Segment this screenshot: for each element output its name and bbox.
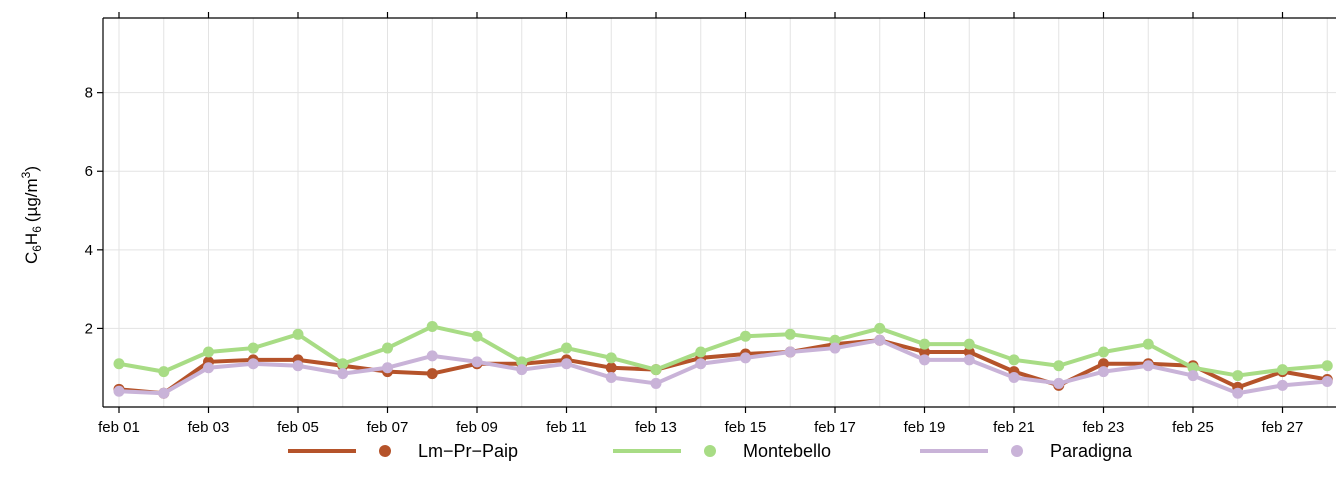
data-point <box>1098 346 1109 358</box>
x-tick-label: feb 15 <box>725 419 767 436</box>
data-point <box>784 346 796 358</box>
data-point <box>1008 372 1020 384</box>
legend: Lm−Pr−Paip Montebello Paradigna <box>288 441 1133 461</box>
data-point <box>650 377 662 389</box>
data-point <box>337 358 349 370</box>
x-tick-label: feb 09 <box>456 419 498 436</box>
data-point <box>247 342 259 354</box>
data-point <box>471 356 483 368</box>
data-point <box>829 334 841 346</box>
data-point <box>740 352 751 364</box>
x-tick-label: feb 17 <box>814 419 856 436</box>
data-point <box>650 364 662 376</box>
y-tick-label: 2 <box>85 320 93 337</box>
legend-dot <box>704 445 716 457</box>
data-point <box>1053 377 1065 389</box>
data-point <box>426 350 438 362</box>
y-axis-title: C6H6(µg/m3) <box>19 166 44 264</box>
x-tick-label: feb 23 <box>1083 419 1125 436</box>
data-point <box>158 387 170 399</box>
x-tick-label: feb 03 <box>188 419 230 436</box>
data-point <box>203 346 214 358</box>
data-point <box>740 330 751 342</box>
data-point <box>203 362 214 374</box>
data-point <box>292 360 304 372</box>
x-tick-label: feb 25 <box>1172 419 1214 436</box>
data-point <box>605 362 617 374</box>
legend-label: Montebello <box>743 441 831 461</box>
data-point <box>874 334 886 346</box>
data-point <box>963 346 975 358</box>
data-point <box>382 342 393 354</box>
data-point <box>471 330 483 342</box>
data-point <box>113 358 125 370</box>
data-point <box>561 358 572 370</box>
data-point <box>426 320 438 332</box>
legend-dot <box>1011 445 1023 457</box>
data-point <box>963 354 975 366</box>
data-point <box>1098 358 1109 370</box>
data-point <box>695 346 707 358</box>
data-point <box>1008 354 1020 366</box>
x-tick-label: feb 13 <box>635 419 677 436</box>
data-point <box>605 352 617 364</box>
data-point <box>1321 360 1333 372</box>
data-point <box>829 342 841 354</box>
x-tick-label: feb 27 <box>1262 419 1304 436</box>
data-point <box>784 328 796 340</box>
data-point <box>113 385 125 397</box>
data-point <box>919 354 930 366</box>
data-point <box>337 368 349 380</box>
data-point <box>247 358 259 370</box>
data-point <box>426 368 438 380</box>
data-point <box>874 322 886 334</box>
x-tick-label: feb 07 <box>367 419 409 436</box>
x-tick-label: feb 11 <box>546 419 587 436</box>
data-point <box>292 328 304 340</box>
x-tick-label: feb 19 <box>904 419 946 436</box>
data-point <box>695 358 707 370</box>
data-point <box>1187 362 1199 374</box>
series-group <box>113 320 1333 399</box>
series-line <box>118 338 1328 396</box>
y-tick-label: 4 <box>85 242 93 259</box>
data-point <box>1321 375 1333 387</box>
legend-label: Lm−Pr−Paip <box>418 441 518 461</box>
data-point <box>919 338 930 350</box>
data-point <box>1277 379 1288 391</box>
data-point <box>919 346 930 358</box>
data-point <box>1142 338 1154 350</box>
y-tick-label: 8 <box>85 85 93 102</box>
data-point <box>516 356 528 368</box>
series-line <box>118 338 1328 396</box>
data-point <box>1232 370 1244 382</box>
legend-dot <box>379 445 391 457</box>
data-point <box>1187 370 1199 382</box>
x-tick-label: feb 21 <box>993 419 1035 436</box>
data-point <box>963 338 975 350</box>
series-line <box>118 324 1328 378</box>
data-point <box>1232 387 1244 399</box>
data-point <box>158 366 170 378</box>
legend-label: Paradigna <box>1050 441 1133 461</box>
data-point <box>1098 366 1109 378</box>
data-point <box>1277 364 1288 376</box>
data-point <box>516 364 528 376</box>
data-point <box>561 342 572 354</box>
x-tick-label: feb 01 <box>98 419 140 436</box>
data-point <box>382 362 393 374</box>
data-point <box>1053 360 1065 372</box>
x-tick-label: feb 05 <box>277 419 319 436</box>
axes: 2 4 6 8 feb 01 feb 03 feb 05 feb 07 feb 09 feb 11… <box>85 12 1336 436</box>
data-point <box>605 372 617 384</box>
y-tick-label: 6 <box>85 163 93 180</box>
data-point <box>1142 360 1154 372</box>
